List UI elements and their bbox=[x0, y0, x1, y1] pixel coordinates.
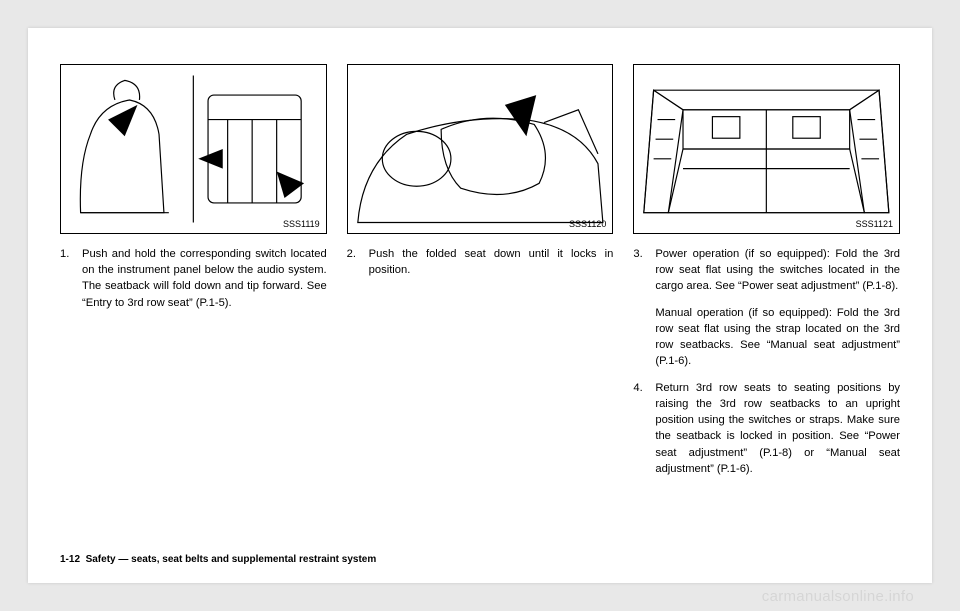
section-title: Safety — seats, seat belts and supplemen… bbox=[86, 554, 377, 565]
seat-push-down-illustration-icon bbox=[348, 65, 613, 233]
figure-2-label: SSS1120 bbox=[569, 219, 606, 229]
cargo-area-illustration-icon bbox=[634, 65, 899, 233]
step-4: 4. Return 3rd row seats to seating posit… bbox=[633, 380, 900, 477]
figure-1: SSS1119 bbox=[60, 64, 327, 234]
three-column-layout: SSS1119 1. Push and hold the correspondi… bbox=[60, 64, 900, 487]
step-2: 2. Push the folded seat down until it lo… bbox=[347, 246, 614, 278]
column-2-text: 2. Push the folded seat down until it lo… bbox=[347, 246, 614, 278]
step-3: 3. Power operation (if so equipped): Fol… bbox=[633, 246, 900, 295]
column-2: SSS1120 2. Push the folded seat down unt… bbox=[347, 64, 614, 487]
step-4-text: Return 3rd row seats to seating position… bbox=[655, 380, 900, 477]
figure-2: SSS1120 bbox=[347, 64, 614, 234]
column-3-text: 3. Power operation (if so equipped): Fol… bbox=[633, 246, 900, 477]
manual-page: SSS1119 1. Push and hold the correspondi… bbox=[28, 28, 932, 583]
step-4-number: 4. bbox=[633, 380, 655, 477]
step-3-number: 3. bbox=[633, 246, 655, 295]
figure-3: SSS1121 bbox=[633, 64, 900, 234]
column-1-text: 1. Push and hold the corresponding switc… bbox=[60, 246, 327, 311]
step-2-text: Push the folded seat down until it locks… bbox=[369, 246, 614, 278]
figure-3-label: SSS1121 bbox=[856, 219, 893, 229]
step-1-number: 1. bbox=[60, 246, 82, 311]
figure-1-label: SSS1119 bbox=[283, 219, 320, 229]
step-1-text: Push and hold the corresponding switch l… bbox=[82, 246, 327, 311]
watermark: carmanualsonline.info bbox=[762, 588, 914, 605]
column-3: SSS1121 3. Power operation (if so equipp… bbox=[633, 64, 900, 487]
step-3-para2: Manual operation (if so equipped): Fold … bbox=[655, 305, 900, 370]
page-number: 1-12 bbox=[60, 554, 80, 565]
step-2-number: 2. bbox=[347, 246, 369, 278]
seat-fold-illustration-icon bbox=[61, 65, 326, 233]
step-3-text: Power operation (if so equipped): Fold t… bbox=[655, 246, 900, 295]
column-1: SSS1119 1. Push and hold the correspondi… bbox=[60, 64, 327, 487]
page-footer: 1-12 Safety — seats, seat belts and supp… bbox=[60, 554, 376, 565]
step-1: 1. Push and hold the corresponding switc… bbox=[60, 246, 327, 311]
